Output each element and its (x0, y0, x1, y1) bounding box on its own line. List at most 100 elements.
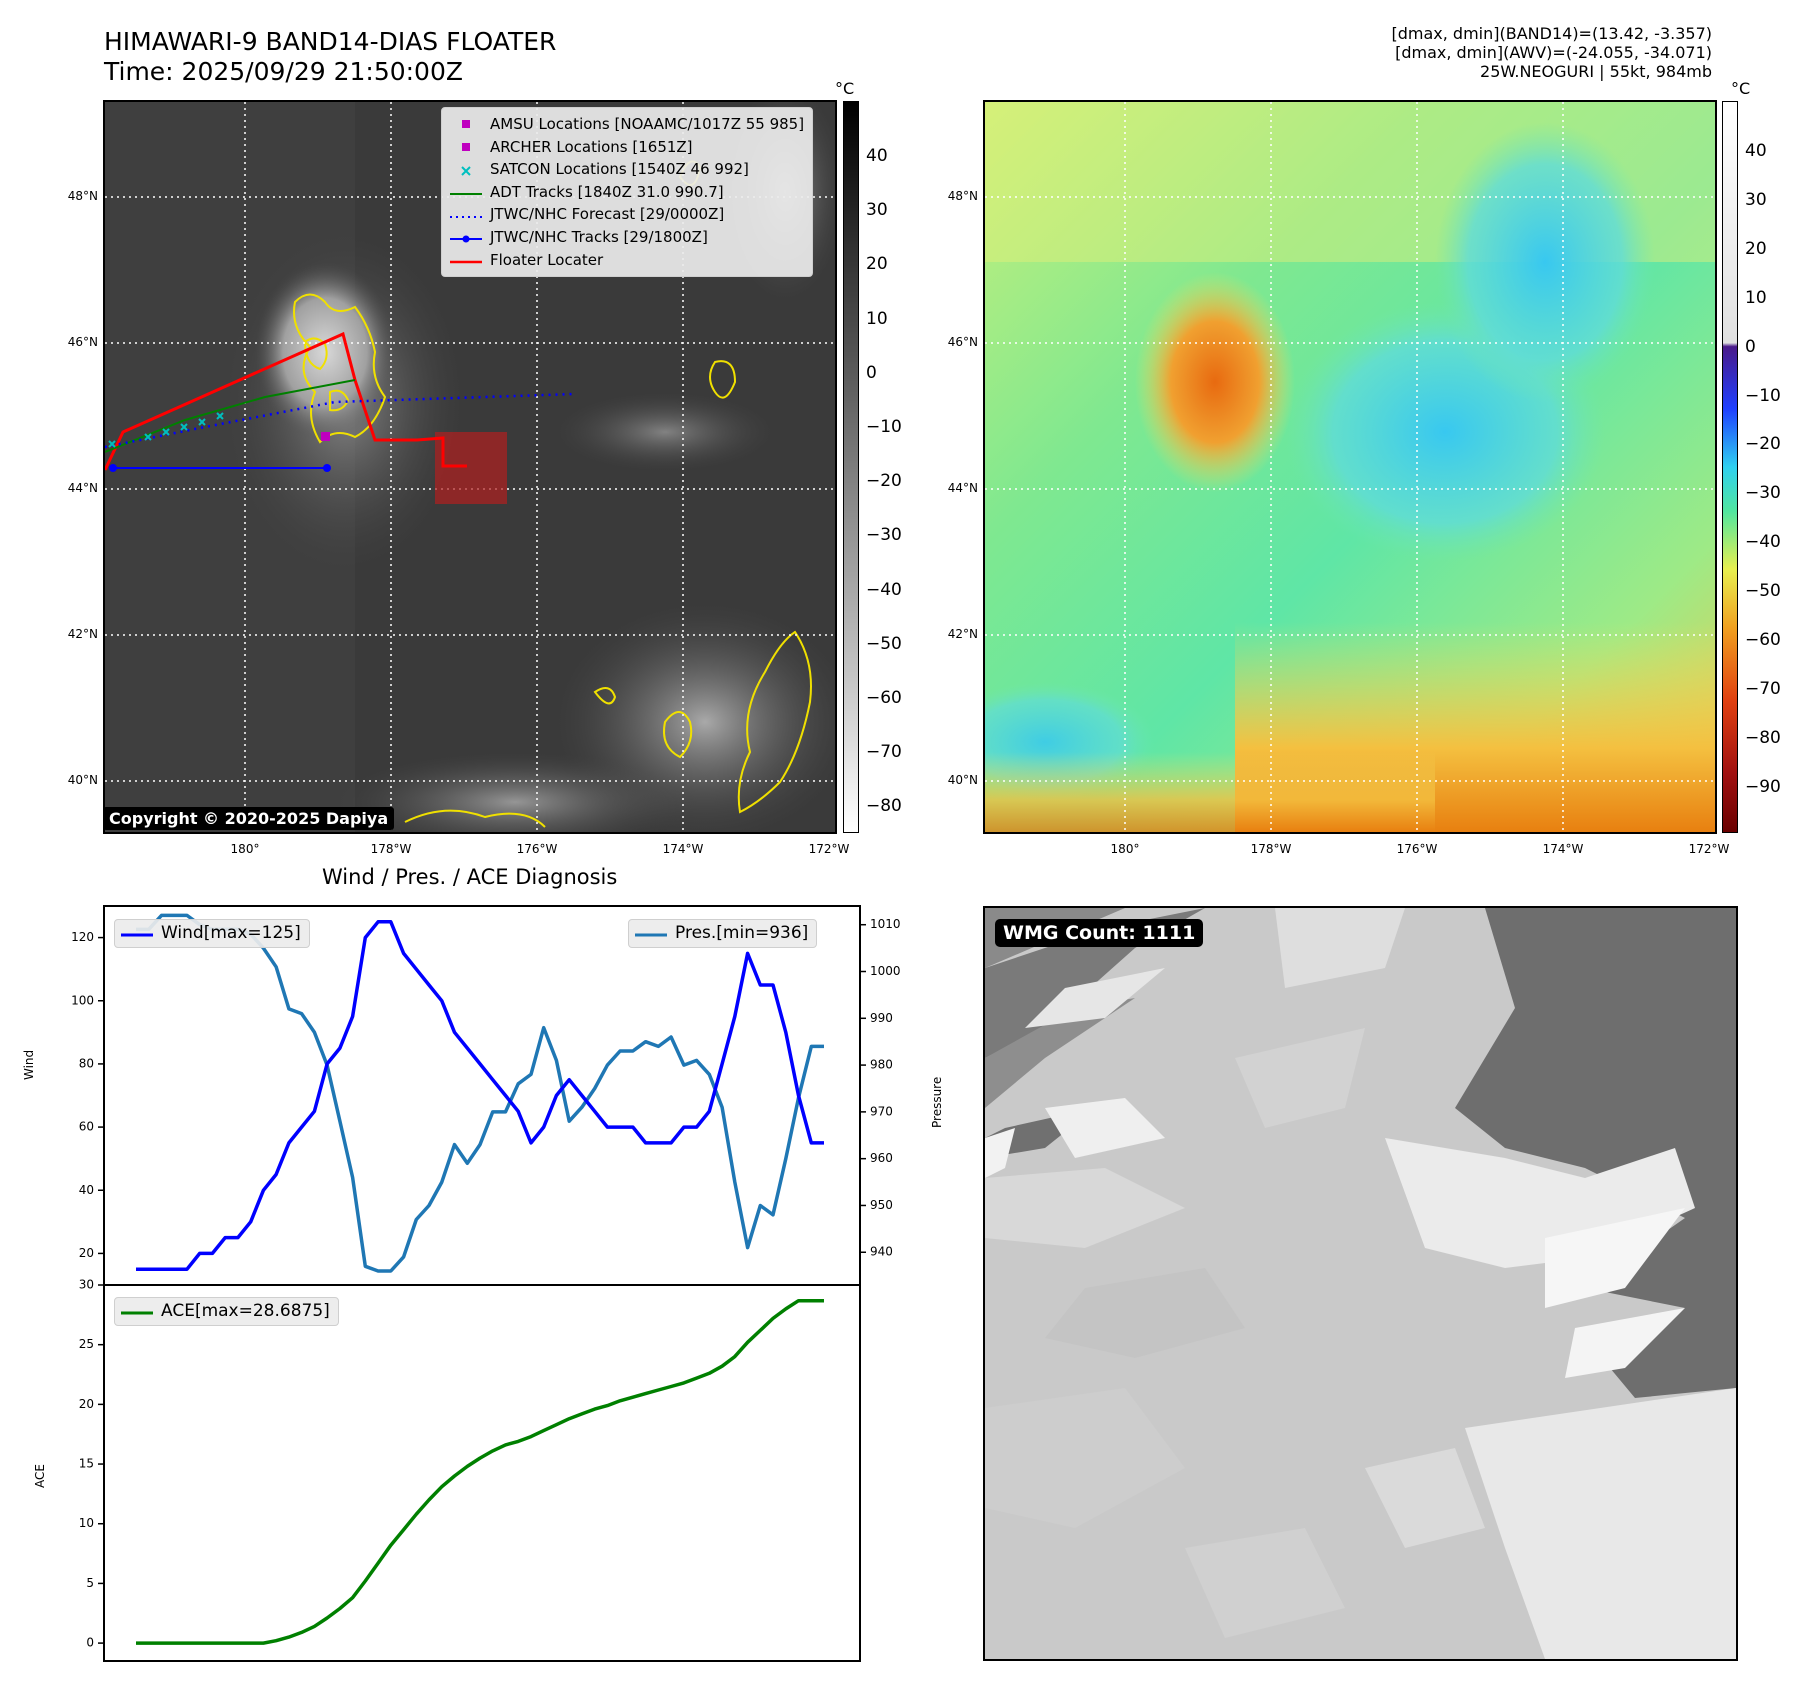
lon-label: 180° (230, 842, 260, 856)
line-marker-icon (119, 1304, 155, 1318)
x-marker-icon (448, 162, 484, 177)
wv-colorbar-tick: 40 (1745, 141, 1767, 161)
wv-colorbar-tick: −80 (1745, 727, 1781, 748)
wv-colorbar-tick: 20 (1745, 238, 1767, 259)
satcon-location-markers (108, 412, 224, 448)
legend-item-amsu: AMSU Locations [NOAAMC/1017Z 55 985] (448, 113, 804, 136)
wv-map-panel (983, 100, 1717, 834)
wv-map-image (985, 102, 1715, 832)
ir-colorbar-tick: 10 (866, 308, 888, 329)
legend-item-jtwc-forecast: JTWC/NHC Forecast [29/0000Z] (448, 203, 804, 226)
copyright-badge: Copyright © 2020-2025 Dapiya (103, 807, 395, 830)
wv-colorbar-tick: −60 (1745, 630, 1781, 650)
wmg-image (985, 908, 1736, 1659)
lon-label: 176°W (516, 842, 558, 856)
wv-colorbar-tick: 30 (1745, 189, 1767, 210)
pressure-tick-label: 990 (870, 1011, 893, 1025)
ace-tick-label: 25 (79, 1337, 94, 1351)
lon-label: 178°W (1250, 842, 1292, 856)
chart-title: HIMAWARI-9 BAND14-DIAS FLOATER (104, 27, 557, 56)
wv-colorbar-tick: 0 (1745, 336, 1756, 357)
lon-label: 174°W (1542, 842, 1584, 856)
ace-frame (103, 1284, 861, 1662)
line-marker-icon (448, 185, 484, 199)
cold-top-contours (293, 160, 812, 828)
wind-tick-label: 60 (79, 1120, 94, 1134)
stats-storm: 25W.NEOGURI | 55kt, 984mb (1480, 62, 1712, 81)
ace-tick-label: 0 (86, 1636, 94, 1650)
pressure-tick-label: 950 (870, 1198, 893, 1212)
ir-colorbar-tick: −50 (866, 633, 902, 654)
diagnosis-title: Wind / Pres. / ACE Diagnosis (322, 865, 618, 889)
stats-block: [dmax, dmin](BAND14)=(13.42, -3.357) [dm… (1392, 24, 1713, 81)
lon-label: 176°W (1396, 842, 1438, 856)
ace-plot: 30 25 20 15 10 5 0 (79, 1278, 861, 1662)
jtwc-track-point (109, 464, 117, 472)
amsu-location-marker (321, 432, 330, 441)
wv-colorbar (1722, 101, 1738, 833)
ace-tick-label: 10 (79, 1516, 94, 1530)
floater-target-box (435, 432, 507, 504)
ir-colorbar-tick: 40 (866, 146, 888, 166)
lon-label: 180° (1110, 842, 1140, 856)
legend-item-floater: Floater Locater (448, 249, 804, 272)
pressure-tick-label: 970 (870, 1104, 893, 1118)
ir-colorbar-tick: 20 (866, 254, 888, 275)
ir-colorbar-tick: 30 (866, 200, 888, 221)
lat-label: 48°N (67, 189, 98, 203)
wv-colorbar-tick: −90 (1745, 776, 1781, 797)
ir-colorbar-tick: −80 (866, 796, 902, 817)
legend-item-jtwc-tracks: JTWC/NHC Tracks [29/1800Z] (448, 226, 804, 249)
stats-band14: [dmax, dmin](BAND14)=(13.42, -3.357) (1391, 24, 1713, 43)
stats-awv: [dmax, dmin](AWV)=(-24.055, -34.071) (1395, 43, 1712, 62)
wv-colorbar-unit: °C (1731, 79, 1751, 98)
pressure-tick-label: 1000 (870, 964, 901, 978)
lat-label: 48°N (947, 189, 978, 203)
wv-colorbar-tick: −70 (1745, 678, 1781, 699)
pressure-tick-label: 940 (870, 1245, 893, 1259)
ir-map-legend: AMSU Locations [NOAAMC/1017Z 55 985] ARC… (441, 107, 814, 278)
ir-colorbar-tick: −30 (866, 525, 902, 546)
adt-track (105, 379, 356, 453)
lon-label: 172°W (808, 842, 850, 856)
ir-colorbar-tick: −10 (866, 417, 902, 437)
pressure-tick-label: 1010 (870, 917, 901, 931)
jtwc-track-point (323, 464, 331, 472)
ace-legend: ACE[max=28.6875] (114, 1297, 339, 1326)
wv-map-grid (985, 102, 1715, 832)
wv-colorbar-tick: −30 (1745, 483, 1781, 504)
ir-colorbar-tick: −20 (866, 471, 902, 492)
lat-label: 42°N (67, 627, 98, 641)
lat-label: 44°N (67, 481, 98, 495)
ace-tick-label: 20 (79, 1397, 94, 1411)
lat-label: 42°N (947, 627, 978, 641)
wv-colorbar-tick: −40 (1745, 532, 1781, 553)
lat-label: 40°N (947, 773, 978, 787)
ir-colorbar-unit: °C (835, 79, 855, 98)
line-dot-icon (448, 230, 484, 244)
ir-colorbar-tick: 0 (866, 362, 877, 383)
wind-line (136, 920, 824, 1271)
ace-line (136, 1298, 824, 1645)
jtwc-forecast-track (105, 392, 576, 449)
legend-item-satcon: SATCON Locations [1540Z 46 992] (448, 158, 804, 181)
wind-legend-label: Wind[max=125] (161, 923, 301, 943)
lat-label: 46°N (67, 335, 98, 349)
pressure-legend: Pres.[min=936] (628, 919, 818, 948)
ir-colorbar-tick: −70 (866, 742, 902, 763)
lon-label: 172°W (1688, 842, 1730, 856)
lon-label: 178°W (370, 842, 412, 856)
pressure-tick-label: 960 (870, 1151, 893, 1165)
lon-label: 174°W (662, 842, 704, 856)
pressure-line (136, 913, 824, 1273)
wv-colorbar-tick: 10 (1745, 287, 1767, 308)
square-marker-icon (448, 117, 484, 131)
wind-tick-label: 80 (79, 1056, 94, 1070)
wv-colorbar-tick: −20 (1745, 434, 1781, 455)
lat-label: 46°N (947, 335, 978, 349)
line-marker-icon (633, 926, 669, 940)
ace-tick-label: 15 (79, 1457, 94, 1471)
wind-legend: Wind[max=125] (114, 919, 310, 948)
pressure-tick-label: 980 (870, 1058, 893, 1072)
